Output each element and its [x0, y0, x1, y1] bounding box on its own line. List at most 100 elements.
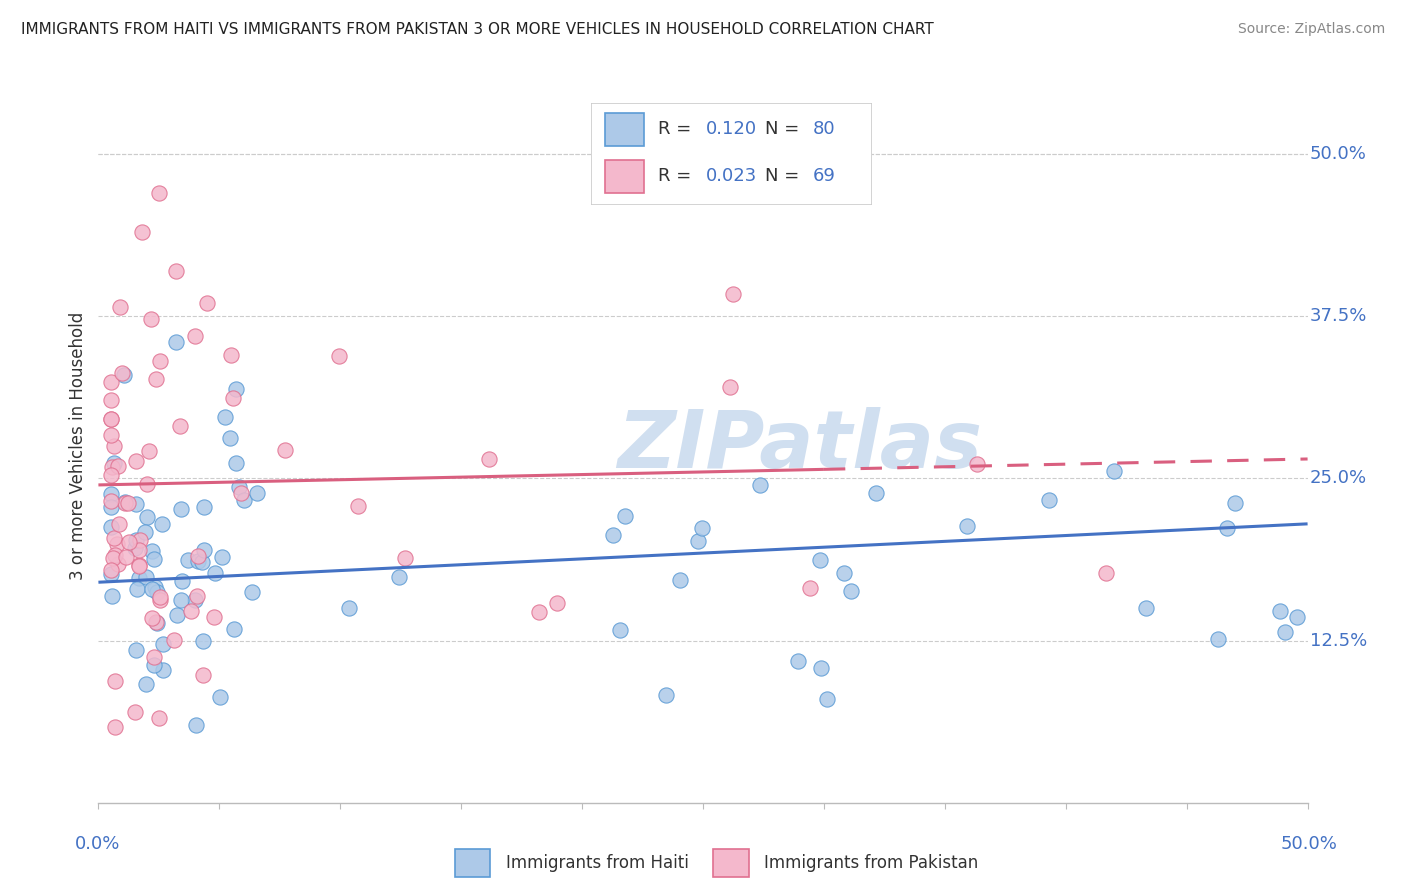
Point — [103, 720, 125, 734]
Point — [125, 497, 148, 511]
Point — [128, 543, 150, 558]
Point — [128, 558, 150, 573]
Point — [100, 427, 122, 442]
Text: 50.0%: 50.0% — [1281, 835, 1337, 853]
Point — [141, 611, 163, 625]
Point — [111, 367, 134, 381]
Point — [163, 632, 186, 647]
Point — [125, 533, 148, 548]
Point — [799, 582, 821, 596]
Point — [274, 442, 297, 457]
Point — [328, 349, 350, 363]
Point — [100, 467, 122, 482]
Point — [478, 451, 501, 466]
Point — [134, 525, 156, 540]
Text: 80: 80 — [813, 120, 835, 138]
Text: N =: N = — [765, 168, 804, 186]
Point — [143, 552, 166, 566]
Point — [191, 667, 214, 681]
FancyBboxPatch shape — [456, 849, 491, 877]
Point — [100, 494, 122, 508]
Point — [222, 391, 245, 405]
Point — [193, 542, 215, 557]
Point — [124, 705, 146, 719]
Point — [103, 532, 125, 546]
Point — [141, 582, 163, 597]
Point — [100, 567, 122, 582]
Point — [1038, 492, 1060, 507]
Point — [125, 454, 148, 468]
Point — [246, 486, 269, 500]
Point — [138, 443, 160, 458]
Point — [1206, 632, 1229, 646]
Point — [1135, 601, 1157, 615]
Point — [152, 663, 174, 677]
Point — [721, 287, 744, 301]
Point — [100, 487, 122, 501]
Point — [787, 654, 810, 668]
Text: N =: N = — [765, 120, 804, 138]
Point — [808, 553, 831, 567]
Point — [165, 264, 187, 278]
FancyBboxPatch shape — [605, 113, 644, 145]
Point — [184, 328, 207, 343]
Point — [690, 521, 713, 535]
Point — [100, 520, 122, 534]
Point — [100, 563, 122, 577]
Point — [141, 311, 163, 326]
Point — [115, 549, 138, 564]
Point — [128, 558, 150, 573]
Point — [142, 649, 165, 664]
Point — [191, 634, 214, 648]
Point — [136, 477, 159, 491]
FancyBboxPatch shape — [591, 103, 872, 205]
Point — [527, 605, 550, 619]
Point — [100, 376, 122, 390]
Point — [190, 555, 212, 569]
Point — [834, 566, 856, 580]
Point — [214, 410, 236, 425]
Point — [956, 519, 979, 533]
Point — [169, 419, 191, 434]
Point — [966, 457, 988, 471]
Point — [184, 718, 207, 732]
Text: IMMIGRANTS FROM HAITI VS IMMIGRANTS FROM PAKISTAN 3 OR MORE VEHICLES IN HOUSEHOL: IMMIGRANTS FROM HAITI VS IMMIGRANTS FROM… — [21, 22, 934, 37]
Point — [202, 610, 225, 624]
Text: Immigrants from Haiti: Immigrants from Haiti — [506, 854, 689, 872]
Point — [125, 582, 148, 596]
Point — [748, 478, 770, 492]
Point — [114, 496, 136, 510]
Point — [204, 566, 226, 581]
Text: R =: R = — [658, 168, 697, 186]
Point — [100, 392, 122, 407]
Point — [149, 590, 172, 604]
Point — [129, 533, 152, 548]
Point — [546, 596, 568, 610]
Point — [117, 535, 139, 549]
Point — [718, 380, 741, 394]
Point — [218, 431, 240, 445]
Point — [225, 382, 247, 396]
Point — [148, 354, 170, 368]
Text: 0.0%: 0.0% — [75, 835, 120, 853]
Point — [135, 570, 157, 584]
Point — [1274, 624, 1296, 639]
Point — [1285, 610, 1308, 624]
Point — [143, 658, 166, 673]
Point — [810, 661, 832, 675]
Point — [152, 637, 174, 651]
Point — [394, 550, 416, 565]
Point — [815, 692, 838, 706]
Text: Immigrants from Pakistan: Immigrants from Pakistan — [763, 854, 979, 872]
Point — [112, 368, 135, 382]
Point — [103, 439, 125, 453]
Point — [141, 544, 163, 558]
Point — [1216, 521, 1239, 535]
Point — [170, 592, 193, 607]
Point — [148, 711, 170, 725]
Point — [145, 615, 167, 629]
Text: 0.023: 0.023 — [706, 168, 756, 186]
Point — [609, 623, 631, 637]
Point — [688, 534, 710, 549]
Point — [125, 643, 148, 657]
